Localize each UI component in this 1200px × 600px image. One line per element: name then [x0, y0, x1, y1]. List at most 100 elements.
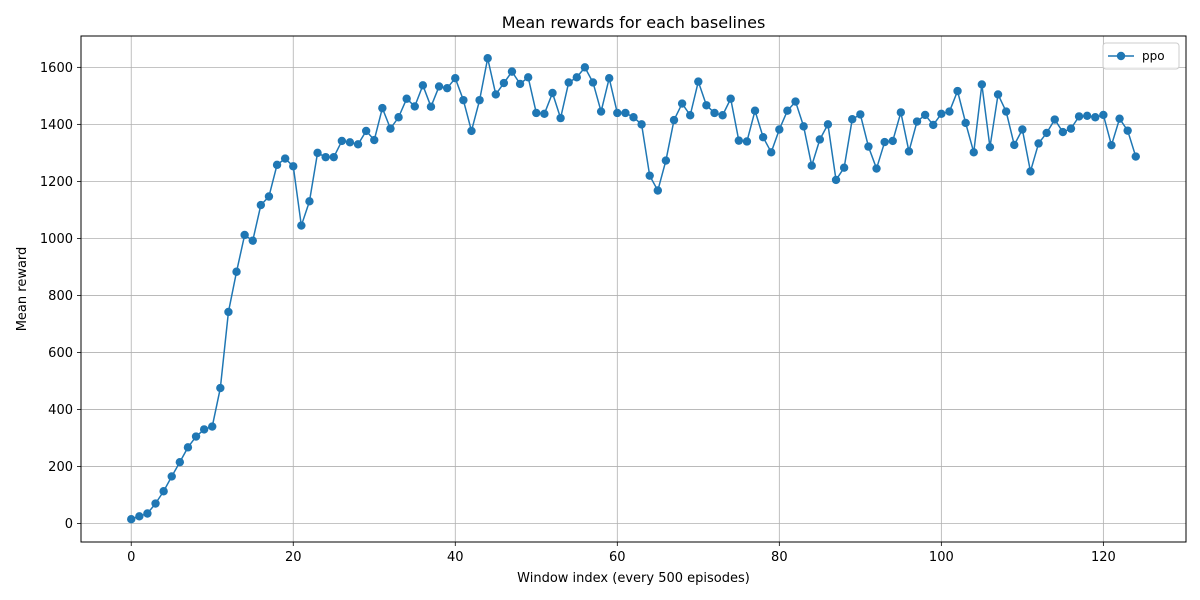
- data-point: [596, 107, 606, 116]
- data-point: [920, 110, 930, 120]
- data-point: [1082, 111, 1092, 121]
- legend-marker: [1116, 51, 1126, 61]
- data-point: [1099, 110, 1108, 120]
- data-point: [467, 126, 476, 136]
- data-point: [572, 73, 581, 82]
- data-point: [151, 499, 160, 508]
- data-point: [313, 148, 322, 158]
- data-point: [775, 125, 784, 134]
- y-axis-label: Mean reward: [15, 247, 30, 332]
- data-point: [945, 107, 954, 116]
- data-point: [564, 78, 573, 87]
- data-point: [1026, 167, 1035, 176]
- data-point: [710, 108, 719, 118]
- grid: [81, 36, 1186, 542]
- y-tick-label: 200: [48, 460, 73, 475]
- data-point: [823, 120, 833, 129]
- data-point: [507, 67, 517, 76]
- data-point: [491, 90, 500, 99]
- data-point: [848, 115, 857, 124]
- data-point: [872, 164, 881, 173]
- data-point: [556, 113, 565, 123]
- data-point: [280, 154, 290, 163]
- data-point: [791, 97, 800, 106]
- data-point: [953, 86, 962, 96]
- data-point: [580, 63, 590, 72]
- data-point: [337, 136, 347, 146]
- data-point: [750, 106, 760, 115]
- data-point: [199, 425, 209, 434]
- data-point: [888, 136, 897, 146]
- data-point: [1074, 112, 1084, 121]
- data-point: [353, 140, 363, 149]
- data-point: [345, 138, 355, 147]
- data-point: [1123, 126, 1132, 135]
- data-point: [864, 142, 873, 151]
- data-point: [677, 99, 687, 108]
- data-point: [224, 307, 233, 317]
- y-tick-label: 1000: [40, 232, 73, 247]
- data-point: [613, 108, 622, 118]
- data-point: [143, 509, 152, 518]
- data-point: [418, 81, 428, 90]
- data-point: [240, 230, 249, 240]
- y-tick-label: 1600: [40, 61, 73, 76]
- data-point: [540, 109, 549, 119]
- x-tick-label: 40: [447, 550, 464, 565]
- data-point: [605, 73, 614, 83]
- series-ppo: [127, 54, 1140, 524]
- data-point: [799, 122, 808, 131]
- data-point: [661, 156, 671, 165]
- data-point: [961, 118, 970, 128]
- data-point: [815, 135, 825, 144]
- data-point: [807, 161, 816, 170]
- plot-frame: [80, 35, 1187, 543]
- data-point: [1107, 140, 1116, 150]
- data-point: [459, 95, 468, 105]
- data-point: [726, 94, 735, 103]
- data-point: [434, 82, 444, 91]
- data-point: [856, 110, 865, 119]
- data-point: [248, 236, 257, 245]
- data-point: [588, 78, 598, 87]
- x-tick-label: 100: [929, 550, 954, 565]
- data-point: [1034, 139, 1043, 148]
- data-point: [135, 512, 144, 521]
- data-point: [232, 267, 241, 276]
- data-point: [305, 197, 314, 206]
- data-point: [653, 186, 662, 195]
- data-point: [289, 162, 298, 171]
- data-point: [548, 88, 557, 98]
- legend-box: [1102, 42, 1180, 70]
- data-point: [402, 94, 411, 103]
- data-point: [767, 148, 776, 157]
- data-point: [694, 77, 703, 86]
- legend: ppo: [1102, 42, 1180, 70]
- data-point: [718, 111, 727, 120]
- data-point: [993, 90, 1003, 99]
- data-point: [912, 117, 922, 126]
- y-tick-label: 600: [48, 346, 73, 361]
- chart-title: Mean rewards for each baselines: [502, 13, 766, 32]
- data-point: [985, 142, 995, 152]
- data-point: [515, 79, 525, 89]
- data-point: [483, 54, 492, 63]
- x-tick-label: 120: [1091, 550, 1116, 565]
- data-point: [394, 113, 403, 122]
- data-point: [216, 383, 225, 393]
- data-point: [451, 73, 460, 83]
- data-point: [831, 175, 841, 185]
- data-point: [159, 487, 168, 496]
- data-point: [532, 108, 541, 118]
- data-point: [442, 83, 452, 93]
- data-point: [758, 133, 768, 142]
- data-point: [321, 152, 330, 162]
- data-point: [783, 106, 792, 115]
- data-point: [734, 136, 744, 145]
- data-point: [1042, 128, 1051, 138]
- data-point: [426, 102, 436, 111]
- data-point: [499, 78, 509, 88]
- x-tick-label: 60: [609, 550, 626, 565]
- x-axis-label: Window index (every 500 episodes): [517, 571, 750, 586]
